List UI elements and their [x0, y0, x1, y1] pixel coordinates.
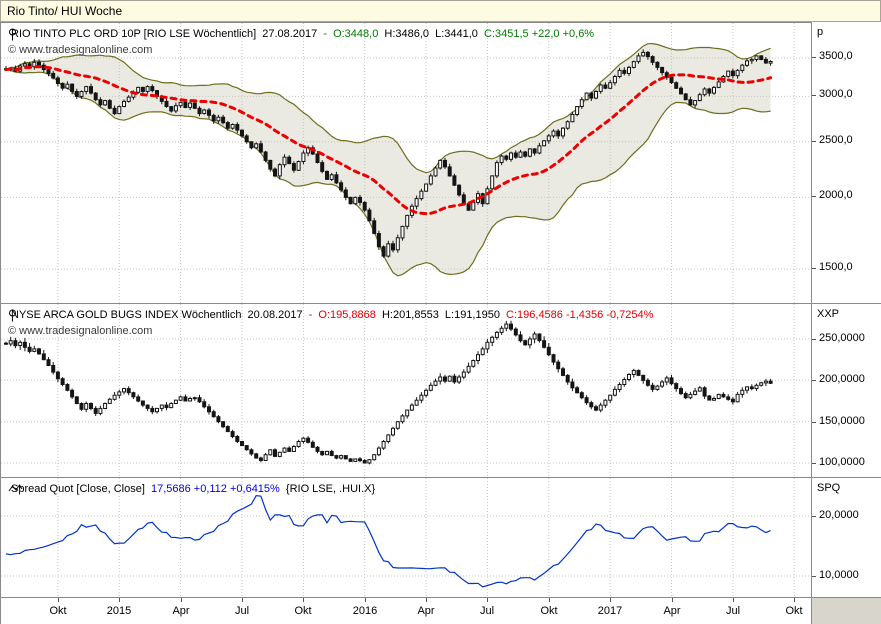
x-axis-label: 2015: [106, 605, 132, 617]
y-axis-label: 3500,0: [819, 50, 853, 62]
x-axis-label: Okt: [294, 605, 312, 617]
spread-panel[interactable]: Spread Quot [Close, Close] 17,5686 +0,11…: [1, 477, 811, 597]
rio-copyright-watermark: © www.tradesignalonline.com: [8, 44, 153, 56]
x-axis-label: Apr: [663, 605, 681, 617]
spread-axis-unit: SPQ: [817, 482, 841, 494]
rio-high-value: H:3486,0: [384, 28, 430, 40]
rio-date: 27.08.2017: [262, 28, 318, 40]
rio-value-axis[interactable]: p 3500,0 3000,0 2500,0 2000,0 1500,0: [812, 22, 881, 303]
y-axis-tick: [812, 141, 816, 142]
hui-open-value: O:195,8868: [318, 309, 376, 321]
y-axis-label: 200,0000: [819, 373, 865, 385]
y-axis-label: 150,0000: [819, 415, 865, 427]
y-axis-tick: [812, 196, 816, 197]
y-axis-tick: [812, 57, 816, 58]
rio-axis-unit: p: [817, 26, 824, 38]
rio-dash: -: [323, 28, 327, 40]
hui-high-value: H:201,8553: [381, 309, 439, 321]
spread-formula: {RIO LSE, .HUI.X}: [285, 483, 376, 495]
y-axis-tick: [812, 422, 816, 423]
x-axis-label: 2016: [352, 605, 378, 617]
y-axis-label: 2000,0: [819, 189, 853, 201]
y-axis-tick: [812, 268, 816, 269]
y-axis-tick: [812, 380, 816, 381]
y-axis-label: 3000,0: [819, 88, 853, 100]
hui-dash: -: [308, 309, 313, 321]
hui-copyright-watermark: © www.tradesignalonline.com: [8, 325, 153, 337]
spread-panel-header: Spread Quot [Close, Close] 17,5686 +0,11…: [8, 483, 378, 495]
hui-date: 20.08.2017: [247, 309, 303, 321]
x-axis-tick: [303, 598, 304, 602]
hui-close-value: C:196,4586 -1,4356 -0,7254%: [506, 309, 654, 321]
y-axis-label: 10,0000: [819, 569, 859, 581]
spread-line-chart[interactable]: [1, 478, 811, 597]
hui-candlestick-chart[interactable]: [1, 304, 811, 477]
x-axis-label: Jul: [479, 605, 495, 617]
y-axis-tick: [812, 95, 816, 96]
y-axis-tick: [812, 576, 816, 577]
y-axis-tick: [812, 463, 816, 464]
x-axis-label: Jul: [234, 605, 250, 617]
rio-low-value: L:3441,0: [435, 28, 478, 40]
hui-axis-unit: XXP: [817, 308, 840, 320]
hui-low-value: L:191,1950: [444, 309, 500, 321]
rio-instrument-label: RIO TINTO PLC ORD 10P [RIO LSE Wöchentli…: [11, 28, 257, 40]
window-title-bar[interactable]: Rio Tinto/ HUI Woche: [0, 0, 881, 22]
time-axis[interactable]: Okt 2015 Apr Jul Okt 2016 Apr Jul Okt 2017 Apr Jul O…: [1, 597, 811, 624]
rio-panel-header: RIO TINTO PLC ORD 10P [RIO LSE Wöchentli…: [8, 28, 597, 41]
axis-corner: [812, 597, 881, 624]
x-axis-label: Okt: [49, 605, 67, 617]
y-axis-label: 20,0000: [819, 509, 859, 521]
x-axis-tick: [426, 598, 427, 602]
y-axis-tick: [812, 516, 816, 517]
y-axis-tick: [812, 339, 816, 340]
rio-price-panel[interactable]: RIO TINTO PLC ORD 10P [RIO LSE Wöchentli…: [1, 22, 811, 303]
hui-instrument-label: NYSE ARCA GOLD BUGS INDEX Wöchentlich: [11, 309, 242, 321]
rio-close-value: C:3451,5 +22,0 +0,6%: [484, 28, 595, 40]
x-axis-label: Okt: [540, 605, 558, 617]
value-axis-column: p 3500,0 3000,0 2500,0 2000,0 1500,0 XXP 250…: [811, 22, 881, 624]
rio-candlestick-chart[interactable]: [1, 23, 811, 303]
y-axis-label: 2500,0: [819, 134, 853, 146]
y-axis-label: 100,0000: [819, 456, 865, 468]
spread-title: Spread Quot [Close, Close]: [11, 483, 145, 495]
x-axis-label: Apr: [417, 605, 435, 617]
spread-value: 17,5686 +0,112 +0,6415%: [150, 483, 280, 495]
rio-open-value: O:3448,0: [333, 28, 379, 40]
x-axis-tick: [549, 598, 550, 602]
x-axis-tick: [672, 598, 673, 602]
window-title: Rio Tinto/ HUI Woche: [7, 4, 123, 18]
x-axis-label: Okt: [785, 605, 803, 617]
hui-value-axis[interactable]: XXP 250,0000 200,0000 150,0000 100,0000: [812, 303, 881, 477]
x-axis-tick: [487, 598, 488, 602]
x-axis-tick: [733, 598, 734, 602]
x-axis-label: 2017: [597, 605, 623, 617]
x-axis-tick: [181, 598, 182, 602]
spread-value-axis[interactable]: SPQ 20,0000 10,0000: [812, 477, 881, 597]
chart-area: RIO TINTO PLC ORD 10P [RIO LSE Wöchentli…: [0, 22, 881, 624]
x-axis-tick: [119, 598, 120, 602]
x-axis-tick: [794, 598, 795, 602]
x-axis-tick: [242, 598, 243, 602]
x-axis-tick: [610, 598, 611, 602]
hui-index-panel[interactable]: NYSE ARCA GOLD BUGS INDEX Wöchentlich 20…: [1, 303, 811, 477]
x-axis-label: Apr: [172, 605, 190, 617]
hui-panel-header: NYSE ARCA GOLD BUGS INDEX Wöchentlich 20…: [8, 309, 656, 322]
x-axis-label: Jul: [725, 605, 741, 617]
y-axis-label: 1500,0: [819, 261, 853, 273]
y-axis-label: 250,0000: [819, 332, 865, 344]
x-axis-tick: [365, 598, 366, 602]
x-axis-tick: [58, 598, 59, 602]
